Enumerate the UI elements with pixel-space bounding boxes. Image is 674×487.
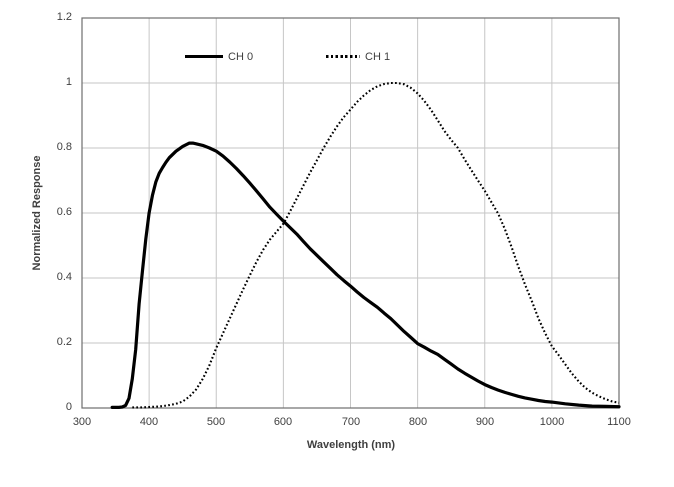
- y-tick-0: 0: [65, 401, 72, 413]
- y-tick-0-8: 0.8: [56, 141, 72, 153]
- x-tick-900: 900: [475, 416, 495, 428]
- x-tick-600: 600: [273, 416, 293, 428]
- y-tick-0-2: 0.2: [56, 336, 72, 348]
- curve-ch0: [110, 141, 621, 409]
- ch1-line-sample: [326, 55, 360, 58]
- y-axis-title: Normalized Response: [31, 155, 43, 271]
- x-tick-1100: 1100: [607, 416, 631, 428]
- curve-ch1: [132, 81, 620, 409]
- x-tick-400: 400: [139, 416, 159, 428]
- legend-item-ch0: CH 0: [185, 49, 253, 64]
- legend-item-ch1: CH 1: [326, 49, 390, 64]
- x-axis-title: Wavelength (nm): [306, 439, 396, 451]
- y-tick-1: 1: [65, 76, 72, 88]
- x-tick-1000: 1000: [539, 416, 565, 428]
- x-tick-500: 500: [206, 416, 226, 428]
- legend-label-ch0: CH 0: [228, 50, 254, 63]
- y-tick-0-6: 0.6: [56, 206, 72, 218]
- x-tick-300: 300: [72, 416, 92, 428]
- x-tick-800: 800: [408, 416, 428, 428]
- x-tick-700: 700: [341, 416, 361, 428]
- ch0-line-sample: [185, 55, 223, 58]
- legend-label-ch1: CH 1: [365, 50, 391, 63]
- plot-border: [81, 17, 620, 409]
- y-tick-1-2: 1.2: [56, 11, 72, 23]
- y-tick-0-4: 0.4: [56, 271, 72, 283]
